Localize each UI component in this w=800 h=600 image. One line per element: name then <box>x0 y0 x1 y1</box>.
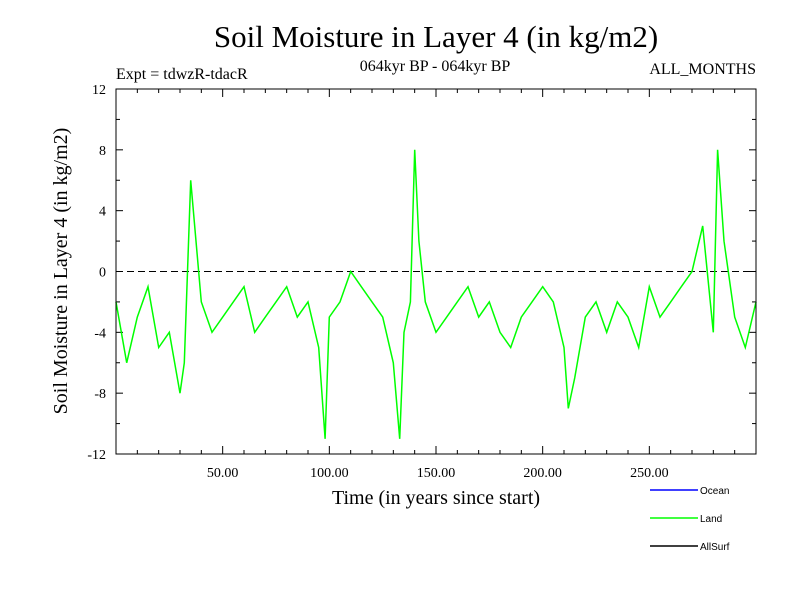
legend-label-ocean: Ocean <box>700 486 729 497</box>
chart-subtitle-right: ALL_MONTHS <box>649 61 756 78</box>
y-tick-label: -8 <box>94 387 106 402</box>
chart-subtitle-left: Expt = tdwzR-tdacR <box>116 66 248 83</box>
series-layer <box>115 149 757 439</box>
y-tick-label: 0 <box>99 266 106 281</box>
y-tick-label: 12 <box>92 83 106 98</box>
chart-subtitle-center: 064kyr BP - 064kyr BP <box>360 58 511 75</box>
plot-frame <box>115 88 757 455</box>
x-tick-label: 150.00 <box>417 466 456 481</box>
y-tick-label: -12 <box>87 448 106 463</box>
x-axis-label: Time (in years since start) <box>332 487 540 509</box>
series-line-land <box>115 149 757 439</box>
axis-ticks: -12 -8 -4 0 4 8 12 50.00 100.00 150.00 200.00 250.0… <box>87 83 756 481</box>
legend-label-land: Land <box>700 514 722 525</box>
chart-title: Soil Moisture in Layer 4 (in kg/m2) <box>214 19 658 54</box>
legend: Ocean Land AllSurf <box>650 486 730 553</box>
y-tick-label: 4 <box>99 205 106 220</box>
x-tick-label: 200.00 <box>523 466 562 481</box>
x-tick-label: 100.00 <box>310 466 349 481</box>
y-tick-label: 8 <box>99 144 106 159</box>
x-tick-label: 250.00 <box>630 466 669 481</box>
x-tick-label: 50.00 <box>207 466 239 481</box>
legend-label-allsurf: AllSurf <box>700 542 730 553</box>
y-axis-label: Soil Moisture in Layer 4 (in kg/m2) <box>50 128 72 415</box>
y-tick-label: -4 <box>94 326 106 341</box>
